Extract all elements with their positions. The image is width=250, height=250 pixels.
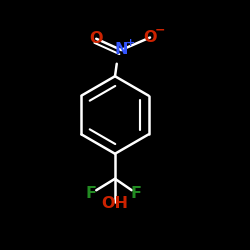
Text: N: N xyxy=(114,42,128,58)
Text: −: − xyxy=(154,24,165,36)
Text: OH: OH xyxy=(102,196,128,211)
Text: O: O xyxy=(143,30,157,45)
Text: F: F xyxy=(131,186,142,201)
Text: O: O xyxy=(90,31,103,46)
Text: +: + xyxy=(126,38,136,48)
Text: F: F xyxy=(86,186,97,201)
